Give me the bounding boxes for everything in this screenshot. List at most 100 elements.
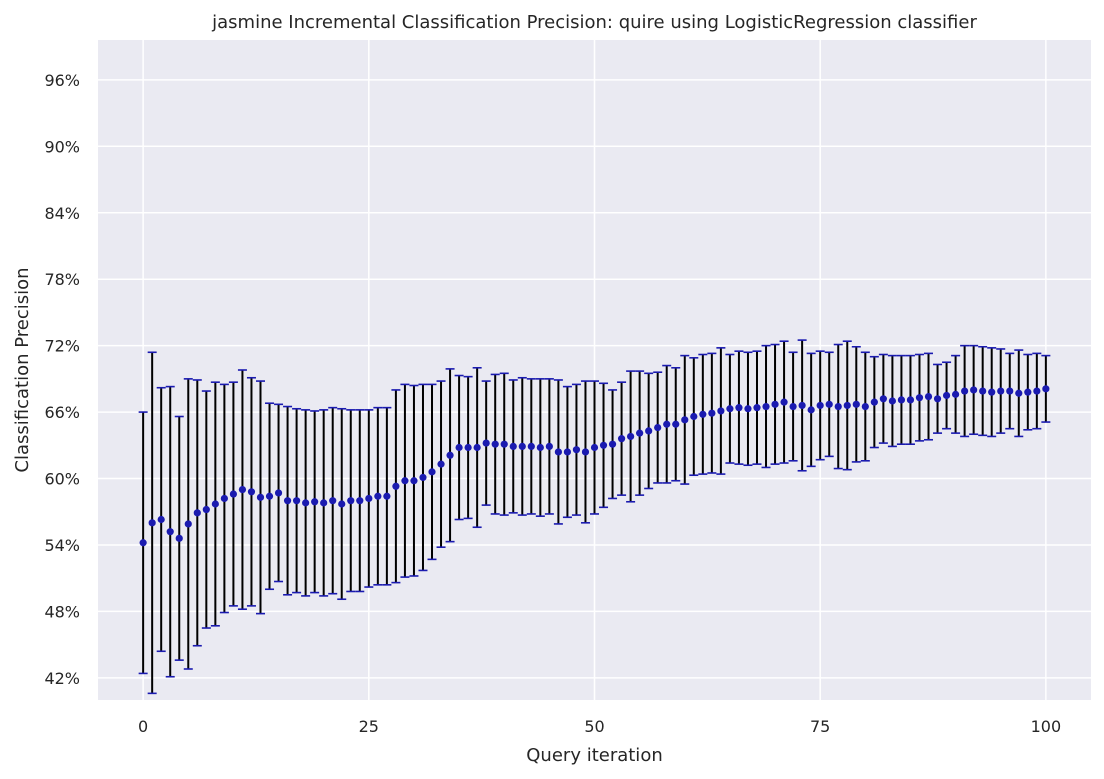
- data-point: [202, 505, 210, 514]
- y-tick-label: 72%: [44, 337, 80, 356]
- data-point: [139, 539, 147, 547]
- data-point: [825, 400, 833, 408]
- data-point: [879, 395, 887, 403]
- data-point: [816, 401, 824, 410]
- data-point: [473, 443, 481, 452]
- data-point: [924, 392, 933, 401]
- x-tick-label: 75: [810, 717, 830, 736]
- data-point: [1033, 387, 1041, 395]
- data-point: [888, 397, 897, 405]
- data-point: [906, 396, 915, 404]
- data-point: [970, 386, 978, 394]
- data-point: [897, 396, 906, 404]
- data-point: [762, 402, 770, 411]
- x-tick-label: 25: [359, 717, 379, 736]
- data-point: [265, 492, 274, 500]
- data-point: [681, 416, 689, 424]
- data-point: [184, 520, 192, 528]
- data-point: [951, 390, 960, 398]
- data-point: [744, 405, 752, 413]
- data-point: [311, 498, 319, 506]
- data-point: [220, 494, 228, 503]
- data-point: [175, 534, 183, 542]
- data-point: [383, 492, 391, 500]
- data-point: [247, 488, 256, 496]
- data-point: [636, 429, 644, 437]
- data-point: [283, 497, 292, 505]
- data-point: [374, 492, 382, 500]
- data-point: [572, 446, 581, 454]
- data-point: [509, 442, 517, 451]
- data-point: [672, 420, 680, 428]
- data-point: [843, 401, 851, 410]
- data-point: [392, 482, 400, 490]
- data-point: [798, 401, 806, 410]
- x-tick-label: 100: [1031, 717, 1062, 736]
- data-point: [608, 440, 617, 448]
- x-tick-label: 50: [584, 717, 604, 736]
- data-point: [708, 409, 716, 417]
- y-tick-label: 60%: [44, 470, 80, 489]
- y-tick-label: 48%: [44, 602, 80, 621]
- data-point: [590, 443, 599, 452]
- y-tick-label: 66%: [44, 403, 80, 422]
- data-point: [735, 404, 743, 412]
- data-point: [401, 477, 409, 485]
- data-point: [464, 443, 472, 452]
- data-point: [500, 440, 508, 448]
- data-point: [356, 497, 364, 505]
- data-point: [338, 500, 346, 508]
- data-point: [753, 404, 761, 412]
- data-point: [717, 407, 725, 415]
- data-points: [139, 385, 1050, 547]
- y-axis-label: Classification Precision: [12, 267, 33, 472]
- data-point: [211, 500, 219, 508]
- data-point: [861, 402, 869, 411]
- data-point: [1024, 388, 1032, 396]
- y-tick-label: 90%: [44, 137, 80, 156]
- data-point: [834, 402, 842, 411]
- y-tick-label: 96%: [44, 71, 80, 90]
- data-point: [455, 443, 463, 452]
- data-point: [157, 515, 165, 524]
- data-point: [518, 442, 526, 451]
- data-point: [627, 432, 635, 441]
- data-point: [274, 489, 283, 497]
- data-point: [437, 460, 445, 468]
- data-point: [148, 519, 156, 527]
- data-point: [302, 499, 310, 507]
- data-point: [365, 494, 373, 503]
- data-point: [915, 394, 924, 402]
- x-axis-label: Query iteration: [526, 745, 662, 766]
- data-point: [690, 412, 698, 421]
- data-point: [238, 485, 247, 494]
- data-point: [599, 441, 608, 449]
- data-point: [789, 402, 797, 411]
- data-point: [256, 493, 265, 501]
- data-point: [771, 400, 779, 408]
- data-point: [654, 423, 662, 432]
- data-point: [446, 451, 454, 459]
- data-point: [581, 448, 590, 456]
- y-tick-label: 54%: [44, 536, 80, 555]
- data-point: [1006, 387, 1014, 395]
- data-point: [961, 387, 969, 395]
- data-point: [617, 435, 626, 443]
- data-point: [942, 391, 951, 400]
- data-point: [1042, 385, 1050, 393]
- data-point: [554, 448, 562, 456]
- y-tick-label: 84%: [44, 204, 80, 223]
- chart-title: jasmine Incremental Classification Preci…: [211, 12, 977, 33]
- data-point: [347, 497, 355, 505]
- data-point: [933, 395, 942, 403]
- data-point: [320, 499, 328, 507]
- data-point: [491, 440, 499, 448]
- data-point: [229, 490, 238, 498]
- data-point: [482, 439, 490, 447]
- data-point: [870, 398, 878, 406]
- data-point: [699, 410, 707, 418]
- data-point: [645, 427, 653, 435]
- data-point: [166, 528, 174, 536]
- data-point: [536, 443, 544, 452]
